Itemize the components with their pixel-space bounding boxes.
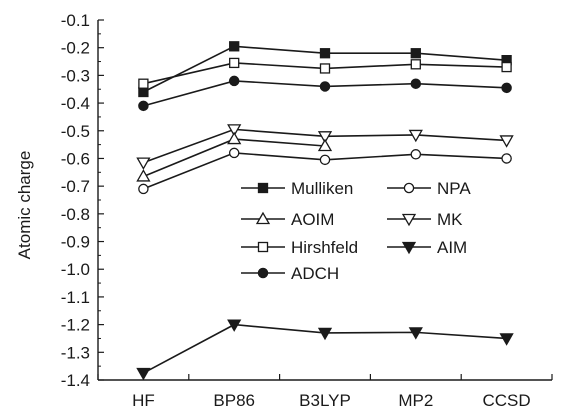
data-point-npa-bp86 — [228, 147, 240, 159]
data-point-aim-bp86 — [227, 319, 242, 332]
data-point-aoim-hf — [136, 169, 151, 182]
series-npa — [138, 147, 512, 195]
legend-label-aim: AIM — [437, 238, 467, 257]
series-adch — [138, 75, 512, 112]
legend-item-mk: MK — [387, 210, 463, 229]
legend-label-aoim: AOIM — [291, 210, 334, 229]
data-point-aoim-bp86 — [227, 131, 242, 145]
legend-label-mulliken: Mulliken — [291, 179, 353, 198]
data-point-hirshfeld-b3lyp — [319, 63, 331, 74]
data-point-hirshfeld-ccsd — [501, 61, 512, 73]
y-tick-label: -1.1 — [61, 288, 90, 307]
x-tick-label-bp86: BP86 — [213, 391, 255, 410]
y-tick-label: -0.4 — [61, 94, 90, 113]
y-tick-label: -1.0 — [61, 260, 90, 279]
legend-marker-adch — [257, 267, 269, 279]
data-point-mulliken-bp86 — [229, 41, 240, 52]
data-point-hirshfeld-mp2 — [410, 59, 421, 70]
y-tick-label: -0.7 — [61, 177, 90, 196]
data-point-aim-hf — [136, 367, 151, 381]
data-point-aoim-b3lyp — [317, 138, 333, 152]
data-point-adch-b3lyp — [319, 81, 331, 92]
data-point-aim-ccsd — [499, 333, 514, 346]
series-mk — [136, 124, 514, 170]
legend-item-adch: ADCH — [241, 264, 339, 283]
legend-item-aim: AIM — [387, 238, 467, 257]
y-tick-label: -0.6 — [61, 149, 90, 168]
x-tick-label-mp2: MP2 — [398, 391, 433, 410]
data-point-adch-bp86 — [228, 75, 240, 87]
legend-marker-aim — [401, 241, 417, 255]
data-point-mulliken-hf — [138, 86, 149, 98]
series-mulliken — [138, 41, 512, 98]
legend-marker-mk — [401, 213, 417, 227]
series-aim — [136, 319, 514, 381]
y-tick-label: -0.8 — [61, 205, 90, 224]
data-point-mk-hf — [136, 157, 151, 170]
series-hirshfeld — [138, 57, 512, 89]
legend-marker-npa — [403, 182, 415, 194]
y-tick-label: -0.3 — [61, 66, 90, 85]
data-point-hirshfeld-hf — [138, 78, 149, 89]
y-tick-label: -1.4 — [61, 371, 90, 390]
legend: Mulliken AOIM Hirshfeld ADCH NPA MK AIM — [241, 179, 471, 283]
legend-label-adch: ADCH — [291, 264, 339, 283]
data-point-mulliken-mp2 — [410, 48, 421, 59]
y-tick-label: -1.3 — [61, 343, 90, 362]
legend-item-npa: NPA — [387, 179, 471, 198]
data-point-mk-bp86 — [227, 124, 242, 137]
data-point-hirshfeld-bp86 — [229, 57, 240, 69]
data-point-npa-ccsd — [501, 153, 512, 164]
series-group — [136, 41, 514, 381]
data-point-aim-b3lyp — [317, 327, 333, 341]
data-point-adch-ccsd — [501, 82, 512, 94]
legend-marker-mulliken — [257, 182, 269, 194]
data-point-mk-mp2 — [408, 129, 423, 143]
y-tick-label: -0.9 — [61, 233, 90, 252]
data-point-aim-mp2 — [408, 327, 423, 340]
legend-label-mk: MK — [437, 210, 463, 229]
legend-item-aoim: AOIM — [241, 210, 334, 229]
series-aoim — [136, 131, 333, 182]
y-tick-label: -0.2 — [61, 39, 90, 58]
legend-marker-aoim — [255, 211, 271, 225]
x-tick-label-b3lyp: B3LYP — [299, 391, 351, 410]
legend-item-hirshfeld: Hirshfeld — [241, 238, 358, 257]
data-point-adch-mp2 — [410, 78, 422, 89]
data-point-adch-hf — [138, 100, 149, 112]
legend-label-npa: NPA — [437, 179, 471, 198]
y-axis-label: Atomic charge — [15, 151, 34, 260]
y-axis-ticks: -0.1 -0.2 -0.3 -0.4 -0.5 -0.6 -0.7 -0.8 -0.9 -1.0… — [61, 11, 104, 390]
data-point-npa-hf — [138, 183, 149, 195]
data-point-mk-ccsd — [499, 135, 514, 148]
data-point-npa-b3lyp — [319, 154, 331, 166]
legend-item-mulliken: Mulliken — [241, 179, 353, 198]
x-tick-label-hf: HF — [132, 391, 155, 410]
x-axis-ticks: HF BP86 B3LYP MP2 CCSD — [97, 374, 553, 410]
y-tick-label: -0.5 — [61, 122, 90, 141]
y-tick-label: -0.1 — [61, 11, 90, 30]
data-point-npa-mp2 — [410, 149, 422, 160]
legend-marker-hirshfeld — [257, 241, 269, 253]
legend-label-hirshfeld: Hirshfeld — [291, 238, 358, 257]
data-point-mulliken-b3lyp — [319, 48, 331, 59]
y-tick-label: -1.2 — [61, 316, 90, 335]
axes — [97, 20, 552, 381]
x-tick-label-ccsd: CCSD — [483, 391, 531, 410]
data-point-mk-b3lyp — [317, 131, 333, 144]
